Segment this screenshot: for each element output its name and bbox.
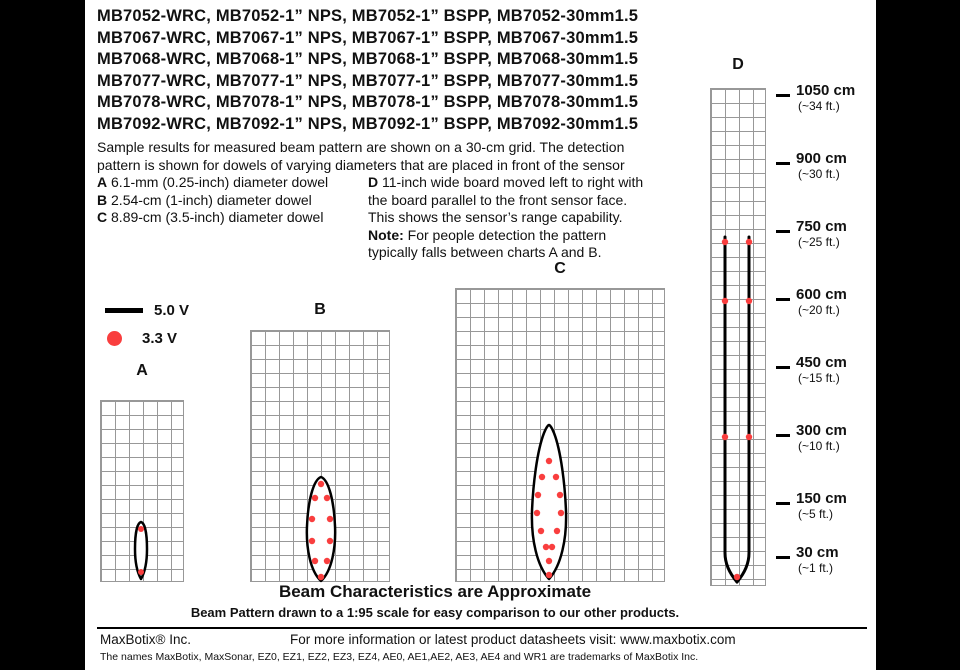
more-info-text: For more information or latest product d… [290, 632, 736, 647]
chart-label-a: A [136, 362, 148, 379]
legend-5v-row: 5.0 V [105, 300, 189, 320]
tick-cm-label: 900 cm [796, 150, 847, 167]
model-line: MB7077-WRC, MB7077-1” NPS, MB7077-1” BSP… [97, 71, 639, 90]
tick-mark [776, 94, 790, 97]
tick-ft-label: (~15 ft.) [798, 371, 840, 385]
tick-mark [776, 434, 790, 437]
dowel-key: A [97, 174, 108, 190]
scale-tick: 30 cm (~1 ft.) [776, 545, 874, 579]
intro-line: Sample results for measured beam pattern… [97, 139, 625, 155]
tick-cm-label: 30 cm [796, 544, 839, 561]
model-list: MB7052-WRC, MB7052-1” NPS, MB7052-1” BSP… [97, 6, 638, 135]
trademark-line: The names MaxBotix, MaxSonar, EZ0, EZ1, … [100, 651, 699, 663]
model-line: MB7052-WRC, MB7052-1” NPS, MB7052-1” BSP… [97, 7, 639, 25]
beam-pattern-b [305, 475, 337, 583]
3v3-label: 3.3 V [142, 329, 178, 347]
legend: 5.0 V 3.3 V [105, 300, 189, 348]
tick-mark [776, 502, 790, 505]
model-line: MB7078-WRC, MB7078-1” NPS, MB7078-1” BSP… [97, 93, 639, 111]
scale-tick: 600 cm (~20 ft.) [776, 287, 874, 321]
dowel-desc-b: B 2.54-cm (1-inch) diameter dowel [97, 192, 328, 210]
tick-cm-label: 750 cm [796, 218, 847, 235]
scale-tick: 150 cm (~5 ft.) [776, 491, 874, 525]
model-line: MB7067-WRC, MB7067-1” NPS, MB7067-1” BSP… [97, 28, 639, 47]
beam-grid-d [710, 88, 766, 586]
dowel-desc-a: A 6.1-mm (0.25-inch) diameter dowel [97, 174, 328, 192]
board-key: D [368, 174, 379, 190]
chart-label-c: C [554, 260, 566, 277]
dowel-key: B [97, 191, 108, 208]
approx-heading: Beam Characteristics are Approximate [278, 582, 592, 601]
intro-line: pattern is shown for dowels of varying d… [97, 156, 625, 173]
datasheet-page: MB7052-WRC, MB7052-1” NPS, MB7052-1” BSP… [85, 0, 876, 670]
board-text: 11-inch wide board moved left to right w… [378, 174, 644, 190]
scale-tick: 1050 cm (~34 ft.) [776, 83, 874, 117]
tick-ft-label: (~1 ft.) [798, 561, 834, 575]
scale-note: Beam Pattern drawn to a 1:95 scale for e… [190, 605, 680, 620]
tick-mark [776, 162, 790, 165]
beam-grid-a [100, 400, 184, 582]
dowel-key: C [97, 209, 108, 225]
tick-cm-label: 450 cm [796, 354, 847, 371]
tick-ft-label: (~30 ft.) [798, 167, 840, 181]
model-line: MB7068-WRC, MB7068-1” NPS, MB7068-1” BSP… [97, 50, 639, 68]
scale-tick: 900 cm (~30 ft.) [776, 151, 874, 185]
beam-pattern-a [133, 520, 149, 581]
tick-cm-label: 1050 cm [796, 82, 856, 99]
beam-pattern-d [721, 235, 753, 584]
footer-divider [97, 627, 867, 629]
tick-mark [776, 230, 790, 233]
tick-mark [776, 298, 790, 301]
dowel-text: 2.54-cm (1-inch) diameter dowel [107, 191, 312, 208]
note-label: Note: [368, 226, 404, 243]
dowel-text: 6.1-mm (0.25-inch) diameter dowel [107, 174, 329, 190]
board-line: D 11-inch wide board moved left to right… [368, 174, 643, 192]
tick-ft-label: (~5 ft.) [798, 507, 834, 521]
dowel-text: 8.89-cm (3.5-inch) diameter dowel [107, 209, 324, 225]
note-line: Note: For people detection the pattern [368, 227, 643, 245]
3v3-dot-swatch [107, 330, 122, 346]
dowel-desc-c: C 8.89-cm (3.5-inch) diameter dowel [97, 209, 328, 227]
note-line: typically falls between charts A and B. [368, 244, 602, 260]
tick-cm-label: 300 cm [796, 422, 847, 439]
tick-cm-label: 150 cm [796, 490, 847, 507]
model-line: MB7092-WRC, MB7092-1” NPS, MB7092-1” BSP… [97, 114, 639, 133]
beam-grid-c [455, 288, 665, 582]
tick-ft-label: (~34 ft.) [798, 99, 840, 113]
board-description: D 11-inch wide board moved left to right… [368, 174, 643, 262]
legend-3v3-row: 3.3 V [105, 328, 189, 348]
tick-mark [776, 556, 790, 559]
5v-line-swatch [105, 307, 143, 313]
tick-mark [776, 366, 790, 369]
tick-ft-label: (~20 ft.) [798, 303, 840, 317]
board-line: the board parallel to the front sensor f… [368, 191, 628, 208]
note-text: For people detection the pattern [403, 226, 607, 243]
chart-label-b: B [314, 301, 326, 318]
tick-ft-label: (~10 ft.) [798, 439, 840, 453]
company-name: MaxBotix® Inc. [100, 632, 191, 647]
board-line: This shows the sensor’s range capability… [368, 209, 623, 225]
tick-cm-label: 600 cm [796, 286, 847, 303]
dowel-list: A 6.1-mm (0.25-inch) diameter dowel B 2.… [97, 174, 328, 227]
beam-pattern-c [530, 423, 568, 581]
scale-tick: 300 cm (~10 ft.) [776, 423, 874, 457]
5v-label: 5.0 V [154, 301, 190, 319]
scale-tick: 750 cm (~25 ft.) [776, 219, 874, 253]
scale-tick: 450 cm (~15 ft.) [776, 355, 874, 389]
tick-ft-label: (~25 ft.) [798, 235, 840, 249]
chart-label-d: D [732, 56, 744, 73]
beam-grid-b [250, 330, 390, 583]
intro-paragraph: Sample results for measured beam pattern… [97, 139, 625, 174]
